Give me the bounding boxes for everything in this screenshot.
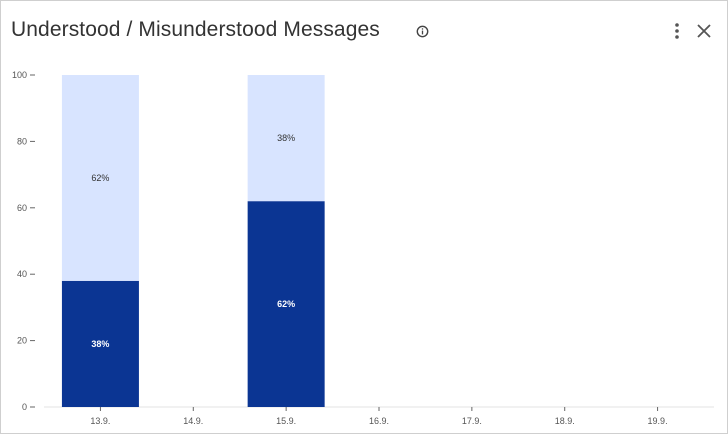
bar-segment (61, 280, 139, 407)
y-tick-label: 100 (12, 70, 27, 80)
bar-value-label: 38% (91, 339, 109, 349)
bar-segment (61, 75, 139, 281)
y-tick-label: 0 (22, 402, 27, 412)
y-tick-label: 80 (17, 136, 27, 146)
y-tick-label: 60 (17, 203, 27, 213)
y-tick-label: 20 (17, 336, 27, 346)
close-icon[interactable] (696, 23, 712, 39)
bar-segment (247, 75, 325, 202)
bar-value-label: 62% (277, 299, 295, 309)
x-tick-label: 15.9. (276, 416, 296, 426)
bar-value-label: 38% (277, 133, 295, 143)
x-tick-label: 18.9. (555, 416, 575, 426)
x-tick-label: 13.9. (90, 416, 110, 426)
y-tick-label: 40 (17, 269, 27, 279)
x-tick-label: 19.9. (648, 416, 668, 426)
widget-title: Understood / Misunderstood Messages (11, 18, 380, 41)
bar-value-label: 62% (91, 173, 109, 183)
x-tick-label: 16.9. (369, 416, 389, 426)
x-tick-label: 14.9. (183, 416, 203, 426)
more-vertical-icon[interactable] (670, 22, 684, 40)
bar-segment (247, 201, 325, 407)
x-tick-label: 17.9. (462, 416, 482, 426)
info-icon[interactable] (416, 25, 429, 38)
